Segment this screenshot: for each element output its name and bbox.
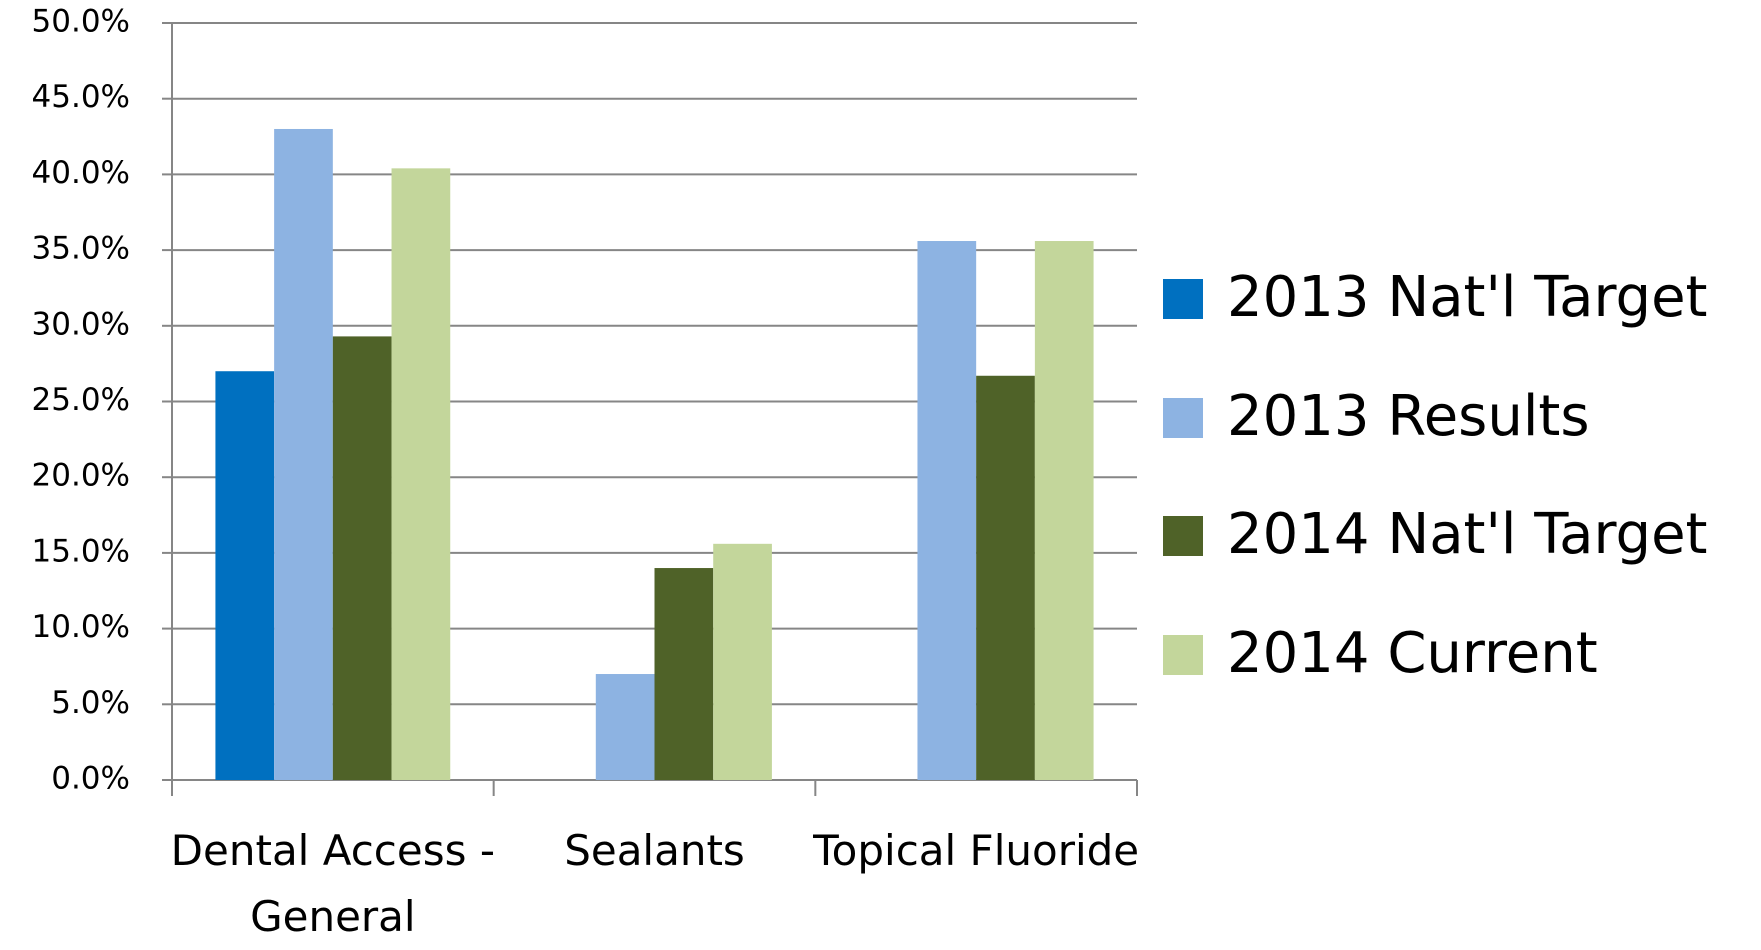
x-tick-label: Sealants [564, 826, 745, 875]
legend-label: 2013 Results [1227, 384, 1590, 449]
bar [917, 241, 977, 781]
bar [215, 371, 275, 780]
bar [274, 128, 333, 781]
y-tick-label: 50.0% [32, 4, 130, 40]
y-tick-label: 25.0% [32, 382, 130, 418]
bar [1034, 241, 1094, 781]
bar [976, 375, 1035, 780]
legend-label: 2013 Nat'l Target [1227, 265, 1707, 330]
y-tick-label: 40.0% [32, 155, 130, 191]
y-tick-label: 5.0% [51, 685, 130, 721]
y-tick-label: 30.0% [32, 306, 130, 342]
legend-label: 2014 Current [1227, 621, 1598, 686]
y-tick-label: 15.0% [32, 533, 130, 569]
bar [595, 674, 655, 780]
bar [654, 568, 714, 780]
x-tick-label: Topical Fluoride [813, 826, 1140, 875]
y-tick-label: 45.0% [32, 79, 130, 115]
bar [332, 336, 392, 780]
y-tick-label: 35.0% [32, 231, 130, 267]
legend-swatch [1163, 635, 1203, 675]
bar [391, 168, 451, 780]
y-tick-label: 0.0% [51, 761, 130, 797]
y-tick-label: 20.0% [32, 458, 130, 494]
legend-swatch [1163, 516, 1203, 556]
legend-label: 2014 Nat'l Target [1227, 502, 1707, 567]
legend-swatch [1163, 398, 1203, 438]
bar [713, 543, 772, 780]
y-tick-label: 10.0% [32, 609, 130, 645]
x-tick-label: Dental Access - General [170, 826, 495, 941]
legend-swatch [1163, 279, 1203, 319]
